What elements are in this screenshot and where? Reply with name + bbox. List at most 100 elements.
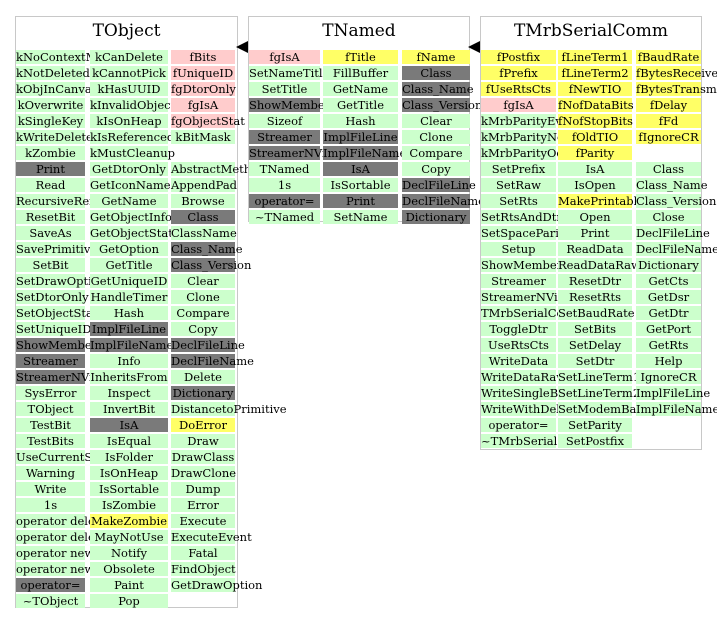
method-cell[interactable]: Open: [558, 210, 632, 224]
inherited-method-cell[interactable]: Class: [171, 210, 235, 224]
method-cell[interactable]: SetPostfix: [558, 434, 632, 448]
inherited-method-cell[interactable]: DeclFileLine: [402, 178, 476, 192]
method-cell[interactable]: Draw: [171, 434, 235, 448]
method-cell[interactable]: Obsolete: [90, 562, 168, 576]
method-cell[interactable]: fNewTIO: [558, 82, 632, 96]
method-cell[interactable]: TestBit: [16, 418, 85, 432]
method-cell[interactable]: Dictionary: [636, 258, 701, 272]
method-cell[interactable]: Clone: [402, 130, 470, 144]
method-cell[interactable]: kCanDelete: [90, 50, 168, 64]
method-cell[interactable]: GetIconName: [90, 178, 171, 192]
inherited-method-cell[interactable]: Print: [16, 162, 85, 176]
inherited-method-cell[interactable]: ImplFileName: [90, 338, 174, 352]
method-cell[interactable]: SetModemBaudRate: [558, 402, 679, 416]
inherited-method-cell[interactable]: IsA: [323, 162, 398, 176]
method-cell[interactable]: DoError: [171, 418, 235, 432]
method-cell[interactable]: fNofStopBits: [558, 114, 633, 128]
method-cell[interactable]: Paint: [90, 578, 168, 592]
inherited-method-cell[interactable]: Dictionary: [171, 386, 235, 400]
method-cell[interactable]: WriteDataRaw: [481, 370, 567, 384]
method-cell[interactable]: Close: [636, 210, 701, 224]
method-cell[interactable]: GetCts: [636, 274, 701, 288]
method-cell[interactable]: kSingleKey: [16, 114, 85, 128]
method-cell[interactable]: operator=: [481, 418, 556, 432]
method-cell[interactable]: Class_Version: [636, 194, 717, 208]
method-cell[interactable]: TMrbSerialComm: [481, 306, 586, 320]
method-cell[interactable]: SetObjectStat: [16, 306, 98, 320]
method-cell[interactable]: MakePrintable: [558, 194, 645, 208]
method-cell[interactable]: SetRts: [481, 194, 556, 208]
method-cell[interactable]: DeclFileLine: [636, 226, 710, 240]
member-cell[interactable]: fgDtorOnly: [171, 82, 236, 96]
member-cell[interactable]: fgIsA: [249, 50, 320, 64]
method-cell[interactable]: fNofDataBits: [558, 98, 634, 112]
method-cell[interactable]: Execute: [171, 514, 235, 528]
method-cell[interactable]: ResetRts: [558, 290, 632, 304]
inherited-method-cell[interactable]: Class_Version: [171, 258, 252, 272]
method-cell[interactable]: ImplFileLine: [636, 386, 711, 400]
inherited-method-cell[interactable]: IsA: [90, 418, 168, 432]
inherited-method-cell[interactable]: DeclFileLine: [171, 338, 245, 352]
method-cell[interactable]: kMustCleanup: [90, 146, 175, 160]
method-cell[interactable]: SetSpaceParity: [481, 226, 571, 240]
method-cell[interactable]: fParity: [558, 146, 632, 160]
method-cell[interactable]: Sizeof: [249, 114, 320, 128]
method-cell[interactable]: kZombie: [16, 146, 85, 160]
method-cell[interactable]: SetNameTitle: [249, 66, 330, 80]
method-cell[interactable]: ResetDtr: [558, 274, 632, 288]
inherited-method-cell[interactable]: Streamer: [16, 354, 85, 368]
method-cell[interactable]: IgnoreCR: [636, 370, 701, 384]
method-cell[interactable]: fUseRtsCts: [481, 82, 556, 96]
member-cell[interactable]: fgObjectStat: [171, 114, 245, 128]
method-cell[interactable]: operator new[]: [16, 562, 104, 576]
method-cell[interactable]: 1s: [16, 498, 85, 512]
method-cell[interactable]: GetOption: [90, 242, 168, 256]
method-cell[interactable]: ReadDataRaw: [558, 258, 641, 272]
method-cell[interactable]: Delete: [171, 370, 235, 384]
method-cell[interactable]: IsSortable: [90, 482, 168, 496]
method-cell[interactable]: kIsReferenced: [90, 130, 175, 144]
method-cell[interactable]: ReadData: [558, 242, 632, 256]
method-cell[interactable]: IsFolder: [90, 450, 168, 464]
method-cell[interactable]: TestBits: [16, 434, 85, 448]
method-cell[interactable]: UseCurrentStyle: [16, 450, 114, 464]
method-cell[interactable]: InvertBit: [90, 402, 168, 416]
method-cell[interactable]: kCannotPick: [90, 66, 168, 80]
method-cell[interactable]: SetName: [323, 210, 398, 224]
method-cell[interactable]: Compare: [171, 306, 235, 320]
method-cell[interactable]: kMrbParityOdd: [481, 146, 572, 160]
inherited-method-cell[interactable]: DeclFileName: [402, 194, 485, 208]
method-cell[interactable]: IsOpen: [558, 178, 632, 192]
method-cell[interactable]: Clone: [171, 290, 235, 304]
method-cell[interactable]: WriteData: [481, 354, 556, 368]
method-cell[interactable]: kNoContextMenu: [16, 50, 120, 64]
method-cell[interactable]: 1s: [249, 178, 320, 192]
method-cell[interactable]: Print: [558, 226, 632, 240]
method-cell[interactable]: kInvalidObject: [90, 98, 176, 112]
method-cell[interactable]: TNamed: [249, 162, 320, 176]
member-cell[interactable]: fUniqueID: [171, 66, 235, 80]
method-cell[interactable]: IsA: [558, 162, 632, 176]
method-cell[interactable]: DrawClass: [171, 450, 235, 464]
method-cell[interactable]: Info: [90, 354, 168, 368]
method-cell[interactable]: IsSortable: [323, 178, 398, 192]
inherited-method-cell[interactable]: ShowMembers: [249, 98, 337, 112]
inherited-method-cell[interactable]: Class_Name: [402, 82, 474, 96]
method-cell[interactable]: GetDrawOption: [171, 578, 263, 592]
method-cell[interactable]: Copy: [402, 162, 470, 176]
method-cell[interactable]: Clear: [402, 114, 470, 128]
inherited-method-cell[interactable]: Print: [323, 194, 398, 208]
method-cell[interactable]: ~TObject: [16, 594, 85, 608]
method-cell[interactable]: fBytesReceived: [636, 66, 717, 80]
method-cell[interactable]: SetTitle: [249, 82, 320, 96]
method-cell[interactable]: IsOnHeap: [90, 466, 168, 480]
method-cell[interactable]: Clear: [171, 274, 235, 288]
method-cell[interactable]: DeclFileName: [636, 242, 717, 256]
method-cell[interactable]: operator delete: [16, 514, 107, 528]
method-cell[interactable]: fDelay: [636, 98, 701, 112]
method-cell[interactable]: RecursiveRemove: [16, 194, 121, 208]
inherited-method-cell[interactable]: ShowMembers: [16, 338, 104, 352]
method-cell[interactable]: SaveAs: [16, 226, 85, 240]
inherited-method-cell[interactable]: StreamerNVirtual: [249, 146, 354, 160]
method-cell[interactable]: SetRtsAndDtr: [481, 210, 562, 224]
